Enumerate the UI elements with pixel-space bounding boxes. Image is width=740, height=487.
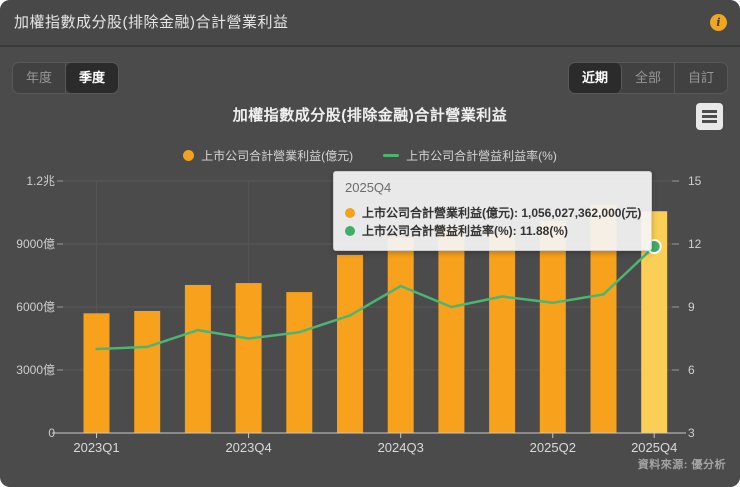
x-axis-label: 2024Q3 — [378, 440, 424, 455]
bar-2024Q4[interactable] — [438, 225, 465, 433]
range-all-button[interactable]: 全部 — [622, 63, 675, 93]
bar-2024Q1[interactable] — [286, 292, 313, 433]
x-axis-label: 2023Q4 — [225, 440, 271, 455]
bar-2025Q2[interactable] — [539, 220, 566, 433]
range-recent-button[interactable]: 近期 — [568, 63, 622, 93]
tooltip-profit-text: 上市公司合計營業利益(億元): 1,056,027,362,000(元) — [362, 206, 642, 220]
legend-label-operating-profit: 上市公司合計營業利益(億元) — [201, 149, 354, 163]
legend-item-margin[interactable]: 上市公司合計營益利益率(%) — [383, 147, 557, 164]
x-axis-label: 2025Q2 — [530, 440, 576, 455]
right-axis-label: 15 — [688, 174, 702, 188]
right-axis-label: 6 — [688, 363, 695, 377]
range-toggle-group: 近期 全部 自訂 — [567, 62, 728, 94]
green-dot-icon — [345, 226, 355, 236]
right-axis-label: 12 — [688, 237, 702, 251]
tooltip-margin-row: 上市公司合計營益利益率(%): 11.88(%) — [345, 222, 640, 240]
bar-2025Q1[interactable] — [489, 234, 516, 433]
legend-line-icon — [383, 154, 400, 157]
right-axis-label: 9 — [688, 300, 695, 314]
chart-legend: 上市公司合計營業利益(億元) 上市公司合計營益利益率(%) — [0, 147, 740, 164]
controls-row: 年度 季度 近期 全部 自訂 — [12, 62, 728, 94]
range-custom-button[interactable]: 自訂 — [675, 63, 727, 93]
legend-dot-icon — [183, 150, 195, 161]
tooltip-period: 2025Q4 — [345, 180, 392, 195]
chart-menu-button[interactable] — [696, 103, 723, 130]
bar-2023Q4[interactable] — [235, 283, 262, 433]
data-source: 資料來源: 優分析 — [637, 459, 726, 471]
tooltip-profit-row: 上市公司合計營業利益(億元): 1,056,027,362,000(元) — [345, 204, 642, 222]
left-axis-label: 0 — [48, 426, 55, 440]
period-annual-button[interactable]: 年度 — [13, 63, 67, 93]
left-axis-label: 6000億 — [16, 300, 55, 314]
page-title: 加權指數成分股(排除金融)合計營業利益 — [14, 14, 289, 31]
chart-title: 加權指數成分股(排除金融)合計營業利益 — [232, 107, 508, 124]
header-bar: 加權指數成分股(排除金融)合計營業利益 i — [0, 0, 740, 47]
legend-label-margin: 上市公司合計營益利益率(%) — [406, 149, 557, 163]
period-quarter-button[interactable]: 季度 — [66, 63, 119, 93]
x-axis-label: 2025Q4 — [631, 440, 677, 455]
orange-dot-icon — [345, 208, 355, 218]
bar-2024Q2[interactable] — [337, 254, 363, 433]
tooltip-margin-text: 上市公司合計營益利益率(%): 11.88(%) — [362, 224, 569, 238]
right-axis-label: 3 — [688, 426, 695, 440]
bar-2023Q3[interactable] — [184, 284, 211, 433]
bar-2023Q2[interactable] — [134, 310, 161, 433]
legend-item-operating-profit[interactable]: 上市公司合計營業利益(億元) — [183, 147, 353, 164]
left-axis-label: 3000億 — [16, 363, 55, 377]
bar-2023Q1[interactable] — [83, 313, 110, 433]
margin-line[interactable] — [95, 245, 656, 351]
bar-2024Q3[interactable] — [387, 237, 414, 433]
period-toggle-group: 年度 季度 — [12, 62, 120, 94]
x-axis-label: 2023Q1 — [73, 440, 119, 455]
info-icon[interactable]: i — [710, 14, 727, 31]
left-axis-label: 9000億 — [16, 237, 55, 251]
chart-tooltip: 2025Q4 上市公司合計營業利益(億元): 1,056,027,362,000… — [333, 171, 652, 251]
left-axis-label: 1.2兆 — [26, 174, 55, 188]
hamburger-icon — [702, 115, 717, 118]
